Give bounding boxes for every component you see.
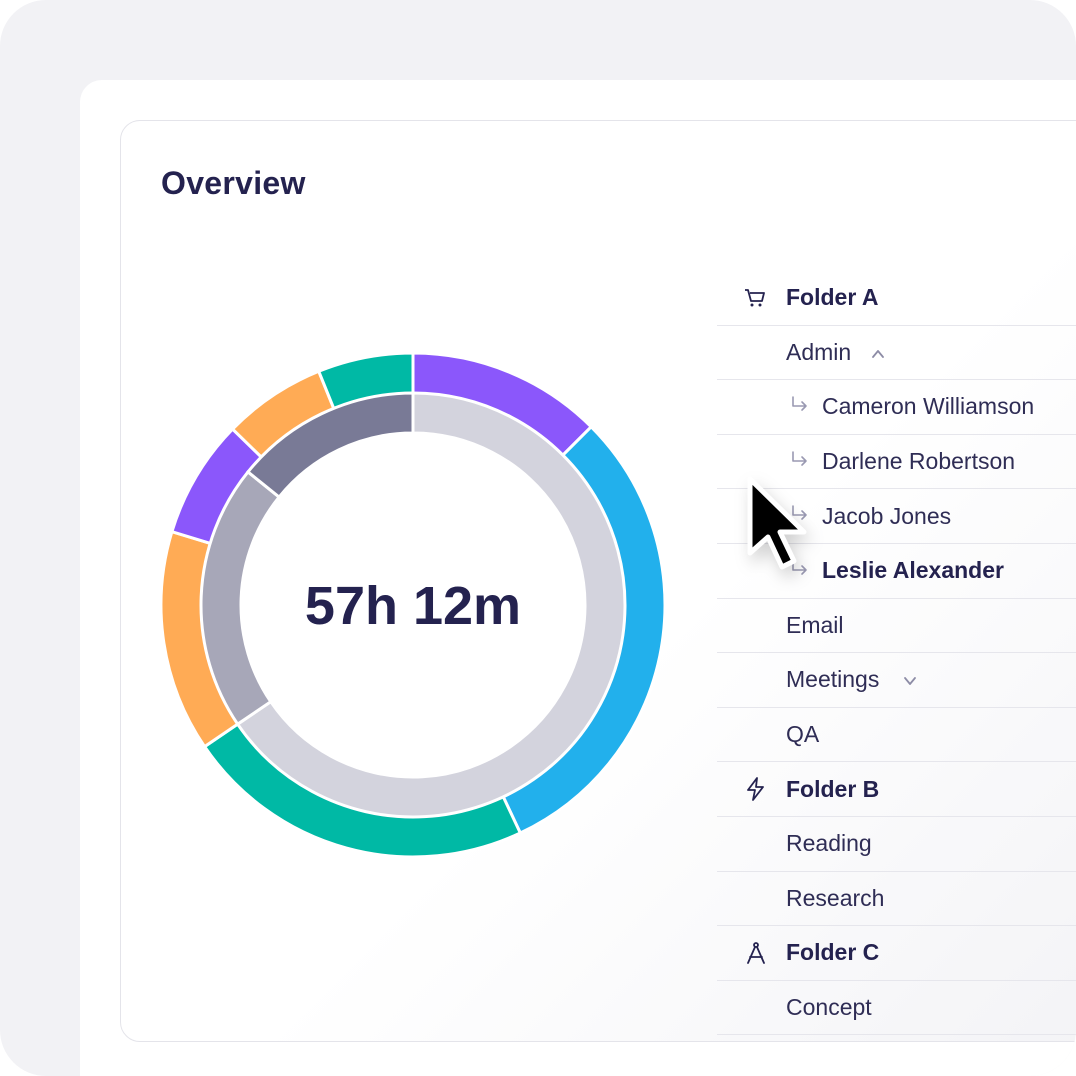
person-label: Leslie Alexander bbox=[822, 557, 1004, 584]
time-donut-chart: 57h 12m bbox=[159, 351, 667, 859]
category-label: Concept bbox=[786, 994, 872, 1021]
sub-item-arrow-icon bbox=[792, 450, 807, 466]
folder-label: Folder C bbox=[786, 939, 880, 966]
inner-ring-segment-3[interactable] bbox=[245, 391, 415, 500]
folder-label: Folder A bbox=[786, 284, 879, 311]
mouse-cursor-icon bbox=[747, 476, 807, 570]
folder-list: Folder A Admin Cameron Williamson Darlene R… bbox=[717, 271, 1076, 1036]
category-row-qa[interactable]: QA bbox=[717, 708, 1076, 763]
compass-icon bbox=[747, 942, 765, 965]
app-window: Overview 57h 12m Folder A Admin Cameron Wi… bbox=[80, 80, 1076, 1076]
category-label: QA bbox=[786, 721, 820, 748]
folder-label: Folder B bbox=[786, 775, 880, 802]
person-label: Jacob Jones bbox=[822, 502, 952, 529]
category-row-concept[interactable]: Concept bbox=[717, 981, 1076, 1036]
person-row-darlene-robertson[interactable]: Darlene Robertson bbox=[717, 435, 1076, 490]
category-row-email[interactable]: Email bbox=[717, 599, 1076, 654]
category-row-research[interactable]: Research bbox=[717, 872, 1076, 927]
folder-row-folder-b[interactable]: Folder B bbox=[717, 762, 1076, 817]
person-label: Cameron Williamson bbox=[822, 393, 1035, 420]
category-row-reading[interactable]: Reading bbox=[717, 817, 1076, 872]
person-row-cameron-williamson[interactable]: Cameron Williamson bbox=[717, 380, 1076, 435]
category-label: Reading bbox=[786, 830, 872, 857]
page-title: Overview bbox=[161, 165, 306, 201]
overview-card: Overview 57h 12m Folder A Admin Cameron Wi… bbox=[120, 120, 1076, 1042]
person-row-jacob-jones[interactable]: Jacob Jones bbox=[717, 489, 1076, 544]
person-label: Darlene Robertson bbox=[822, 448, 1016, 475]
person-row-leslie-alexander[interactable]: Leslie Alexander bbox=[717, 544, 1076, 599]
lightning-icon bbox=[747, 777, 764, 802]
category-label: Meetings bbox=[786, 666, 880, 693]
sub-item-arrow-icon bbox=[792, 505, 807, 521]
inner-ring-segment-1[interactable] bbox=[235, 391, 627, 819]
category-label: Admin bbox=[786, 338, 852, 365]
category-label: Research bbox=[786, 884, 885, 911]
chevron-up-icon[interactable] bbox=[870, 346, 886, 362]
chevron-down-icon[interactable] bbox=[902, 673, 918, 689]
cart-icon bbox=[745, 289, 765, 307]
folder-row-folder-c[interactable]: Folder C bbox=[717, 926, 1076, 981]
sub-item-arrow-icon bbox=[792, 396, 807, 411]
total-time-label: 57h 12m bbox=[305, 576, 521, 636]
category-row-admin[interactable]: Admin bbox=[717, 326, 1076, 381]
category-row-meetings[interactable]: Meetings bbox=[717, 653, 1076, 708]
folder-row-folder-a[interactable]: Folder A bbox=[717, 271, 1076, 326]
category-label: Email bbox=[786, 611, 844, 638]
